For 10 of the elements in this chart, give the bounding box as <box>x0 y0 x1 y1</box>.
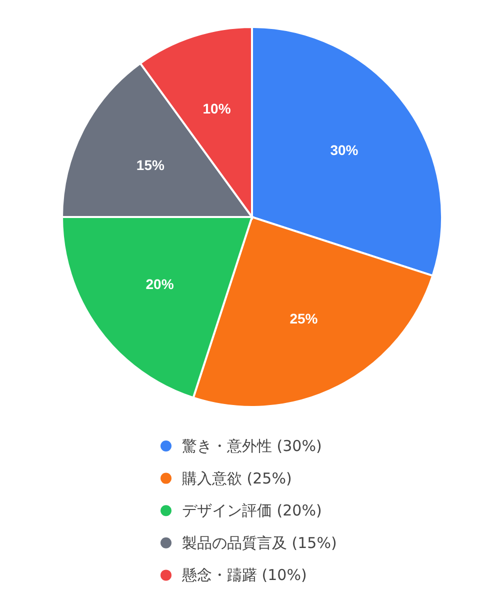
data-label: 20% <box>146 276 174 292</box>
legend-label: 驚き・意外性 (30%) <box>182 437 322 455</box>
data-label: 25% <box>290 310 318 327</box>
legend-label: 購入意欲 (25%) <box>182 469 292 488</box>
data-label: 10% <box>202 100 232 117</box>
legend-label: 懸念・躊躇 (10%) <box>181 566 307 584</box>
legend-label: 製品の品質言及 (15%) <box>182 534 337 552</box>
legend-label: デザイン評価 (20%) <box>182 502 322 520</box>
data-label: 15% <box>136 157 165 174</box>
data-label: 30% <box>330 142 359 158</box>
